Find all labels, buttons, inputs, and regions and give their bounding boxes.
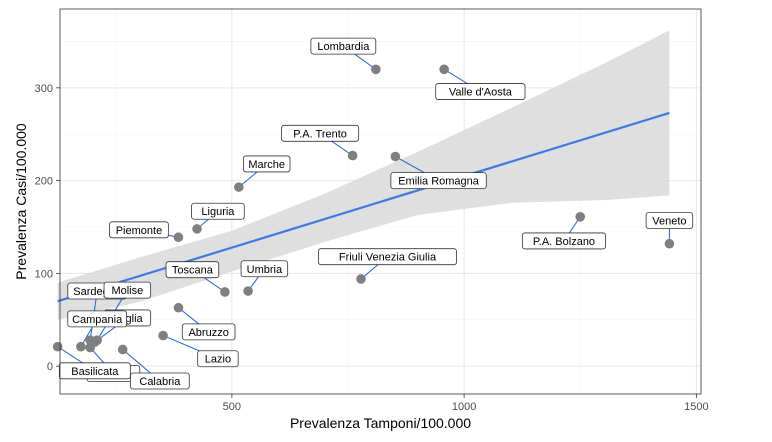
- data-label-box: [109, 221, 169, 239]
- data-label-box: [435, 83, 526, 100]
- data-label: Veneto: [645, 212, 694, 229]
- data-label-box: [645, 212, 694, 229]
- data-label: Calabria: [130, 372, 190, 390]
- data-label-box: [310, 37, 377, 55]
- data-label: Friuli Venezia Giulia: [318, 248, 457, 266]
- data-label: Molise: [103, 281, 152, 299]
- data-point: [234, 182, 244, 192]
- x-axis-title: Prevalenza Tamponi/100.000: [290, 415, 471, 431]
- data-label-text: Veneto: [652, 216, 686, 228]
- y-tick-label: 100: [35, 268, 53, 280]
- data-label-box: [67, 310, 127, 328]
- data-label-box: [197, 350, 239, 368]
- data-label-text: Lazio: [205, 354, 231, 366]
- data-label: Valle d'Aosta: [435, 83, 526, 100]
- data-label-text: Molise: [111, 285, 143, 297]
- data-point: [243, 286, 253, 296]
- data-label: Abruzzo: [181, 323, 236, 341]
- data-label-box: [281, 124, 360, 142]
- data-point: [117, 344, 128, 355]
- data-label-text: Marche: [248, 159, 285, 171]
- data-label-box: [181, 323, 236, 341]
- data-point: [664, 238, 675, 249]
- data-point: [575, 212, 586, 222]
- data-label: Lombardia: [310, 37, 377, 55]
- data-label-box: [191, 202, 245, 220]
- data-point: [76, 341, 86, 352]
- data-label: Umbria: [240, 260, 289, 278]
- data-label: Liguria: [191, 202, 245, 220]
- data-label: Toscana: [165, 261, 220, 279]
- data-label-text: Calabria: [139, 376, 181, 388]
- data-label-text: Abruzzo: [188, 327, 228, 339]
- data-point: [220, 287, 230, 297]
- confidence-band: [57, 30, 670, 320]
- data-point: [390, 151, 401, 162]
- data-label: Emilia Romagna: [390, 172, 487, 190]
- data-point: [52, 341, 63, 352]
- x-tick-label: 1500: [684, 401, 708, 413]
- data-label-text: Lombardia: [317, 41, 370, 53]
- data-label: Marche: [242, 155, 291, 173]
- data-label: Campania: [67, 310, 127, 328]
- y-axis-title: Prevalenza Casi/100.000: [13, 123, 29, 280]
- data-label-text: Toscana: [172, 265, 214, 277]
- data-point: [173, 232, 184, 243]
- data-label-text: Valle d'Aosta: [449, 87, 513, 99]
- data-labels: Lombardia Valle d'Aosta P.A. Trento Emilia …: [58, 37, 694, 390]
- data-label-text: Liguria: [201, 206, 235, 218]
- data-point: [158, 330, 168, 341]
- y-tick-label: 300: [35, 83, 53, 95]
- data-label-box: [130, 372, 190, 390]
- confidence-band-area: [57, 30, 670, 320]
- data-label-text: Basilicata: [71, 366, 119, 378]
- data-label-box: [240, 260, 289, 278]
- data-label-box: [390, 172, 487, 190]
- x-axis-ticks: 500 1000 1500: [223, 394, 709, 413]
- data-label: P.A. Bolzano: [521, 232, 606, 250]
- data-label-box: [58, 362, 131, 380]
- data-label-text: Piemonte: [116, 225, 162, 237]
- y-tick-label: 200: [35, 176, 53, 188]
- data-point: [173, 302, 184, 313]
- y-tick-label: 0: [47, 361, 53, 373]
- regression-line: [57, 111, 670, 303]
- data-label: Basilicata: [58, 362, 131, 380]
- data-point: [85, 342, 95, 353]
- plot-panel-border: [59, 8, 702, 395]
- data-label-box: [103, 281, 152, 299]
- data-point: [347, 150, 358, 161]
- x-tick-label: 1000: [452, 401, 476, 413]
- data-point: [356, 274, 366, 284]
- data-label: Piemonte: [109, 221, 169, 239]
- data-label-box: [521, 232, 606, 250]
- x-tick-label: 500: [223, 401, 241, 413]
- fit-line: [57, 111, 670, 303]
- y-axis-ticks: 0 100 200 300: [35, 83, 60, 373]
- data-label: Lazio: [197, 350, 239, 368]
- data-point: [371, 64, 381, 75]
- data-label-text: Campania: [72, 314, 123, 326]
- data-label-box: [318, 248, 457, 266]
- data-label: P.A. Trento: [281, 124, 360, 142]
- data-label-text: Emilia Romagna: [398, 176, 480, 188]
- data-point: [192, 224, 202, 234]
- data-points: [52, 64, 675, 355]
- data-label-box: [242, 155, 291, 173]
- data-label-box: [165, 261, 220, 279]
- data-label-text: P.A. Trento: [293, 128, 347, 140]
- data-label-text: Umbria: [247, 264, 283, 276]
- data-label-text: P.A. Bolzano: [533, 236, 595, 248]
- data-label-text: Friuli Venezia Giulia: [339, 252, 437, 264]
- data-point: [439, 64, 449, 75]
